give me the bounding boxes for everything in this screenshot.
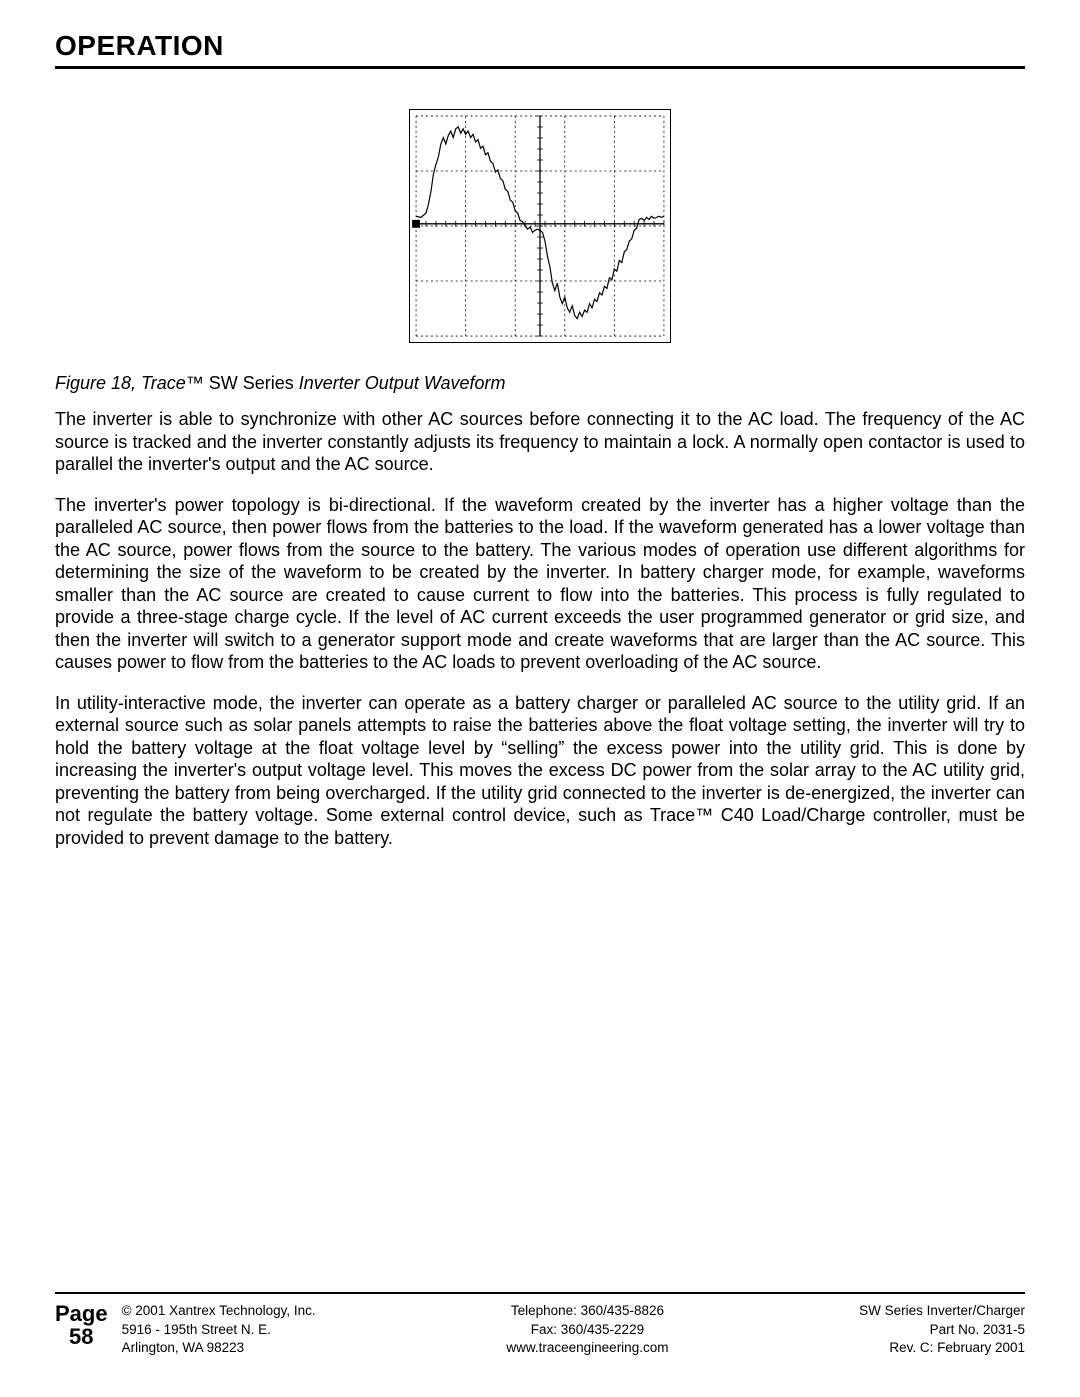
figure-container <box>55 109 1025 343</box>
footer-phone: Telephone: 360/435-8826 <box>506 1302 668 1320</box>
body-paragraph-3: In utility-interactive mode, the inverte… <box>55 692 1025 850</box>
figure-caption: Figure 18, Trace™ SW Series Inverter Out… <box>55 373 1025 394</box>
footer-rule <box>55 1292 1025 1294</box>
caption-suffix: Inverter Output Waveform <box>299 373 506 393</box>
page-word: Page <box>55 1302 108 1325</box>
page-number: 58 <box>55 1325 108 1348</box>
footer-partno: Part No. 2031-5 <box>859 1321 1025 1339</box>
footer-copyright: © 2001 Xantrex Technology, Inc. <box>122 1302 316 1320</box>
footer-fax: Fax: 360/435-2229 <box>506 1321 668 1339</box>
footer-url: www.traceengineering.com <box>506 1339 668 1357</box>
body-paragraph-1: The inverter is able to synchronize with… <box>55 408 1025 476</box>
oscilloscope-waveform <box>409 109 671 343</box>
footer-col-left: © 2001 Xantrex Technology, Inc. 5916 - 1… <box>122 1302 316 1357</box>
caption-prefix: Figure 18, Trace™ <box>55 373 204 393</box>
page-number-block: Page 58 <box>55 1302 122 1348</box>
body-paragraph-2: The inverter's power topology is bi-dire… <box>55 494 1025 674</box>
footer-col-center: Telephone: 360/435-8826 Fax: 360/435-222… <box>506 1302 668 1357</box>
footer-address-1: 5916 - 195th Street N. E. <box>122 1321 316 1339</box>
header-rule <box>55 66 1025 69</box>
section-title: OPERATION <box>55 30 1025 66</box>
footer-col-right: SW Series Inverter/Charger Part No. 2031… <box>859 1302 1025 1357</box>
caption-mid: SW Series <box>204 373 299 393</box>
page-footer: Page 58 © 2001 Xantrex Technology, Inc. … <box>55 1292 1025 1357</box>
footer-product: SW Series Inverter/Charger <box>859 1302 1025 1320</box>
footer-address-2: Arlington, WA 98223 <box>122 1339 316 1357</box>
footer-rev: Rev. C: February 2001 <box>859 1339 1025 1357</box>
